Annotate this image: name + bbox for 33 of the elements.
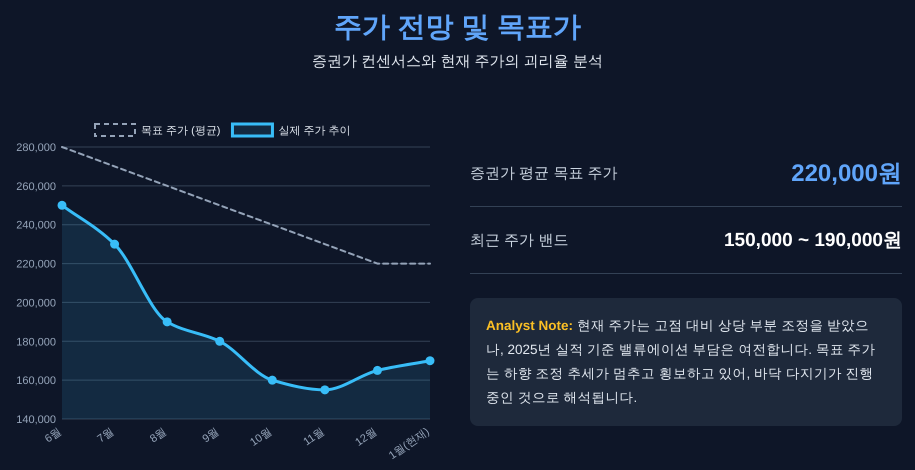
point <box>372 366 382 375</box>
y-tick-label: 240,000 <box>16 220 56 232</box>
point <box>110 240 120 249</box>
legend-label: 실제 주가 추이 <box>278 125 351 137</box>
y-tick-label: 260,000 <box>16 180 56 193</box>
x-tick-label: 9월 <box>200 426 222 446</box>
y-tick-label: 200,000 <box>16 297 56 310</box>
y-tick-label: 160,000 <box>16 375 56 388</box>
x-tick-label: 11월 <box>301 426 327 448</box>
x-tick-label: 8월 <box>148 426 169 446</box>
point <box>320 385 330 394</box>
y-tick-label: 180,000 <box>16 336 56 348</box>
text: 220,000원 <box>791 159 902 189</box>
y-tick-label: 220,000 <box>16 258 56 271</box>
y-tick-label: 140,000 <box>16 414 56 426</box>
point <box>162 317 172 326</box>
text: 증권가 평균 목표 주가 <box>470 164 618 182</box>
chart-title: 주가 전망 및 목표가 <box>332 10 582 44</box>
point <box>215 336 224 346</box>
x-tick-label: 7월 <box>95 426 116 446</box>
point <box>58 200 66 210</box>
x-tick-label: 12월 <box>353 426 380 449</box>
text: 최근 주가 밴드 <box>470 230 568 250</box>
chart-subtitle: 증권가 컨센서스와 현재 주가의 괴리율 분석 <box>311 52 604 71</box>
x-tick-label: 6월 <box>42 426 64 446</box>
legend-label: 목표 주가 (평균) <box>141 125 220 137</box>
point <box>426 356 434 366</box>
y-tick-label: 280,000 <box>16 142 56 154</box>
line-series <box>61 146 431 265</box>
point <box>268 376 277 385</box>
text: Analyst Note: <box>486 318 574 333</box>
text: 150,000 ~ 190,000원 <box>724 229 902 253</box>
x-tick-label: 10월 <box>248 426 274 449</box>
